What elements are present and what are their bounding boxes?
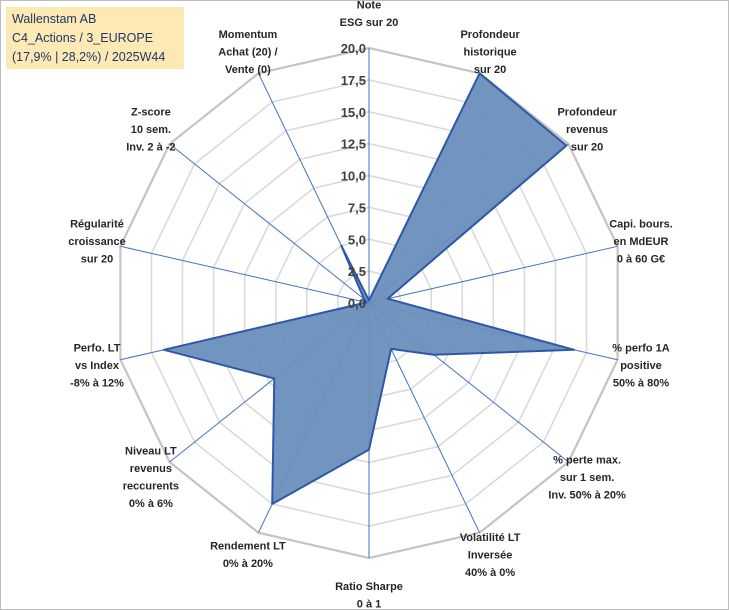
tick-label: 12,5 [341,137,366,152]
axis-label-line: positive [620,360,662,372]
axis-label: Ratio Sharpe 0 à 1 [335,581,403,610]
axis-label: Régularité croissance sur 20 [68,218,125,265]
axis-label-line: revenus [130,463,172,475]
axis-label-line: sur 20 [571,142,603,154]
axis-label-line: Profondeur [557,107,617,119]
axis-label-line: sur 20 [81,253,113,265]
axis-label-line: Rendement LT [210,541,286,553]
axis-label-line: 50% à 80% [613,378,669,390]
axis-label-line: reccurents [123,481,179,493]
axis-label-line: 10 sem. [131,124,171,136]
axis-label-line: Profondeur [460,29,520,41]
axis-label: Note ESG sur 20 [340,0,399,29]
tick-layer: 0,0 2,5 5,0 7,5 10,0 12,5 15,0 17,5 20,0 [341,41,366,311]
tick-label: 2,5 [348,264,366,279]
axis-label-line: sur 1 sem. [560,472,614,484]
axis-label-line: vs Index [75,360,120,372]
axis-label-line: 0 à 1 [357,599,381,610]
axis-label: Perfo. LT vs Index -8% à 12% [70,343,124,390]
axis-label-line: Achat (20) / [218,47,277,59]
axis-label-line: Ratio Sharpe [335,581,403,593]
axis-label-line: Niveau LT [125,446,177,458]
axis-label-line: Note [357,0,381,12]
axis-label-line: historique [464,47,517,59]
axis-spoke [120,245,370,304]
axis-label-line: revenus [566,124,608,136]
tick-label: 20,0 [341,41,366,56]
axis-label-line: Volatilité LT [460,532,521,544]
axis-label: Rendement LT 0% à 20% [210,541,286,571]
axis-label: Niveau LT revenus reccurents 0% à 6% [123,446,179,511]
axis-label: Momentum Achat (20) / Vente (0) [218,29,277,76]
axis-label-line: 40% à 0% [465,567,515,579]
axis-label-line: 0% à 6% [129,498,173,510]
axis-label-line: croissance [68,236,125,248]
axis-label-layer: Note ESG sur 20 Profondeur historique sur 20… [68,0,673,610]
axis-label-line: Inversée [468,549,513,561]
title-line-category: C4_Actions / 3_EUROPE [12,31,154,45]
title-line-company: Wallenstam AB [12,12,97,26]
axis-label-line: Inv. 2 à -2 [126,142,175,154]
axis-spoke [368,245,618,304]
tick-label: 10,0 [341,169,366,184]
tick-label: 0,0 [348,296,366,311]
axis-label-line: sur 20 [474,64,506,76]
axis-label-line: Vente (0) [225,64,271,76]
axis-label-line: Régularité [70,218,124,230]
chart-title-box: Wallenstam AB C4_Actions / 3_EUROPE (17,… [6,7,184,69]
axis-label-line: 0 à 60 G€ [617,253,665,265]
axis-label: % perte max. sur 1 sem. Inv. 50% à 20% [548,455,626,502]
axis-label: Profondeur historique sur 20 [460,29,520,76]
axis-label-line: Perfo. LT [74,343,121,355]
axis-label-line: en MdEUR [614,236,669,248]
axis-label-line: Capi. bours. [609,218,673,230]
series-layer [162,72,576,505]
tick-label: 5,0 [348,232,366,247]
axis-label: Volatilité LT Inversée 40% à 0% [460,532,521,579]
axis-label-line: Momentum [219,29,278,41]
axis-label: % perfo 1A positive 50% à 80% [612,343,670,390]
axis-spoke [169,143,370,304]
axis-label-line: Inv. 50% à 20% [548,490,626,502]
axis-label-line: % perfo 1A [612,343,670,355]
tick-label: 17,5 [341,73,366,88]
series-area [162,72,576,505]
tick-label: 15,0 [341,105,366,120]
axis-label-line: Z-score [131,107,171,119]
axis-label: Profondeur revenus sur 20 [557,107,617,154]
tick-label: 7,5 [348,200,366,215]
title-line-stats: (17,9% | 28,2%) / 2025W44 [12,50,166,64]
axis-label: Z-score 10 sem. Inv. 2 à -2 [126,107,175,154]
axis-label-line: 0% à 20% [223,558,273,570]
axis-label-line: ESG sur 20 [340,17,399,29]
axis-label-line: -8% à 12% [70,378,124,390]
axis-label: Capi. bours. en MdEUR 0 à 60 G€ [609,218,673,265]
axis-label-line: % perte max. [553,455,621,467]
